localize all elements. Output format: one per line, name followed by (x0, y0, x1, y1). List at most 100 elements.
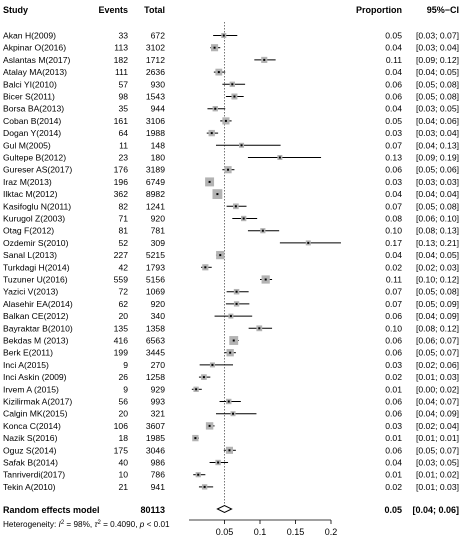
point-estimate (234, 205, 237, 208)
proportion-column-header: Proportion (356, 5, 402, 15)
study-name: Atalay MA(2013) (3, 67, 67, 77)
study-events: 56 (118, 397, 128, 407)
point-estimate (217, 71, 220, 74)
study-total: 1988 (146, 128, 165, 138)
study-proportion: 0.17 (385, 238, 402, 248)
study-total: 3102 (146, 43, 165, 53)
point-estimate (233, 95, 236, 98)
study-ci: [0.04; 0.06] (416, 116, 459, 126)
total-column-header: Total (144, 5, 165, 15)
study-name: Berk E(2011) (3, 348, 53, 358)
study-name: Gultepe B(2012) (3, 153, 66, 163)
study-name: Akpinar O(2016) (3, 43, 66, 53)
p-value: < 0.01 (144, 520, 170, 529)
point-estimate (195, 388, 198, 391)
point-estimate (229, 351, 232, 354)
study-total: 920 (151, 299, 166, 309)
study-proportion: 0.06 (385, 92, 402, 102)
study-total: 3106 (146, 116, 165, 126)
study-ci: [0.02; 0.03] (416, 262, 459, 272)
study-ci: [0.04; 0.04] (416, 189, 459, 199)
point-estimate (202, 376, 205, 379)
study-proportion: 0.04 (385, 43, 402, 53)
point-estimate (203, 485, 206, 488)
study-proportion: 0.03 (385, 360, 402, 370)
study-total: 944 (151, 104, 166, 114)
study-events: 196 (114, 177, 129, 187)
study-ci: [0.05; 0.06] (416, 165, 459, 175)
study-total: 5156 (146, 275, 165, 285)
tau-value: = 0.4090, (101, 520, 140, 529)
point-estimate (261, 229, 264, 232)
study-events: 21 (118, 482, 128, 492)
point-estimate (235, 290, 238, 293)
point-estimate (278, 156, 281, 159)
study-events: 416 (114, 336, 129, 346)
study-ci: [0.02; 0.06] (416, 360, 459, 370)
point-estimate (228, 449, 231, 452)
study-events: 52 (118, 238, 128, 248)
study-proportion: 0.04 (385, 104, 402, 114)
study-name: Kasifoglu N(2011) (3, 201, 71, 211)
study-events: 18 (118, 433, 128, 443)
study-events: 362 (114, 189, 129, 199)
study-ci: [0.00; 0.02] (416, 384, 459, 394)
point-estimate (229, 315, 232, 318)
study-events: 559 (114, 275, 129, 285)
study-proportion: 0.01 (385, 384, 402, 394)
study-proportion: 0.03 (385, 177, 402, 187)
study-proportion: 0.01 (385, 433, 402, 443)
study-total: 941 (151, 482, 166, 492)
study-total: 920 (151, 214, 166, 224)
study-name: Alasehir EA(2014) (3, 299, 73, 309)
study-name: Turkdagi H(2014) (3, 262, 70, 272)
study-proportion: 0.07 (385, 287, 402, 297)
study-name: Ozdemir S(2010) (3, 238, 69, 248)
study-events: 182 (114, 55, 129, 65)
point-estimate (307, 241, 310, 244)
study-total: 672 (151, 31, 166, 41)
study-name: Kizilirmak A(2017) (3, 397, 72, 407)
study-total: 781 (151, 226, 166, 236)
study-total: 1543 (146, 92, 165, 102)
study-events: 9 (123, 360, 128, 370)
study-ci: [0.03; 0.05] (416, 104, 459, 114)
study-ci: [0.03; 0.04] (416, 43, 459, 53)
study-events: 20 (118, 311, 128, 321)
i2-value: = 98%, (64, 520, 94, 529)
point-estimate (242, 217, 245, 220)
study-total: 929 (151, 384, 166, 394)
study-total: 993 (151, 397, 166, 407)
point-estimate (232, 412, 235, 415)
study-ci: [0.09; 0.19] (416, 153, 459, 163)
study-total: 1241 (146, 201, 165, 211)
study-events: 64 (118, 128, 128, 138)
study-events: 35 (118, 104, 128, 114)
study-ci: [0.04; 0.05] (416, 67, 459, 77)
study-total: 3189 (146, 165, 165, 175)
study-name: Bayraktar B(2010) (3, 323, 73, 333)
study-name: Konca C(2014) (3, 421, 61, 431)
study-proportion: 0.06 (385, 397, 402, 407)
point-estimate (240, 144, 243, 147)
study-ci: [0.03; 0.03] (416, 177, 459, 187)
point-estimate (208, 180, 211, 183)
study-total: 1712 (146, 55, 165, 65)
study-ci: [0.01; 0.03] (416, 372, 459, 382)
study-total: 180 (151, 153, 166, 163)
study-proportion: 0.11 (386, 55, 402, 65)
x-tick-label: 0.2 (325, 527, 338, 537)
study-name: Borsa BA(2013) (3, 104, 64, 114)
study-ci: [0.01; 0.03] (416, 482, 459, 492)
events-column-header: Events (98, 5, 128, 15)
study-total: 3445 (146, 348, 165, 358)
study-name: Otag F(2012) (3, 226, 54, 236)
heterogeneity-text: Heterogeneity: I2 = 98%, τ2 = 0.4090, p … (3, 520, 170, 529)
point-estimate (227, 168, 230, 171)
study-proportion: 0.11 (386, 275, 402, 285)
study-ci: [0.06; 0.10] (416, 214, 459, 224)
study-events: 175 (114, 445, 129, 455)
study-ci: [0.04; 0.09] (416, 409, 459, 419)
study-ci: [0.05; 0.08] (416, 92, 459, 102)
